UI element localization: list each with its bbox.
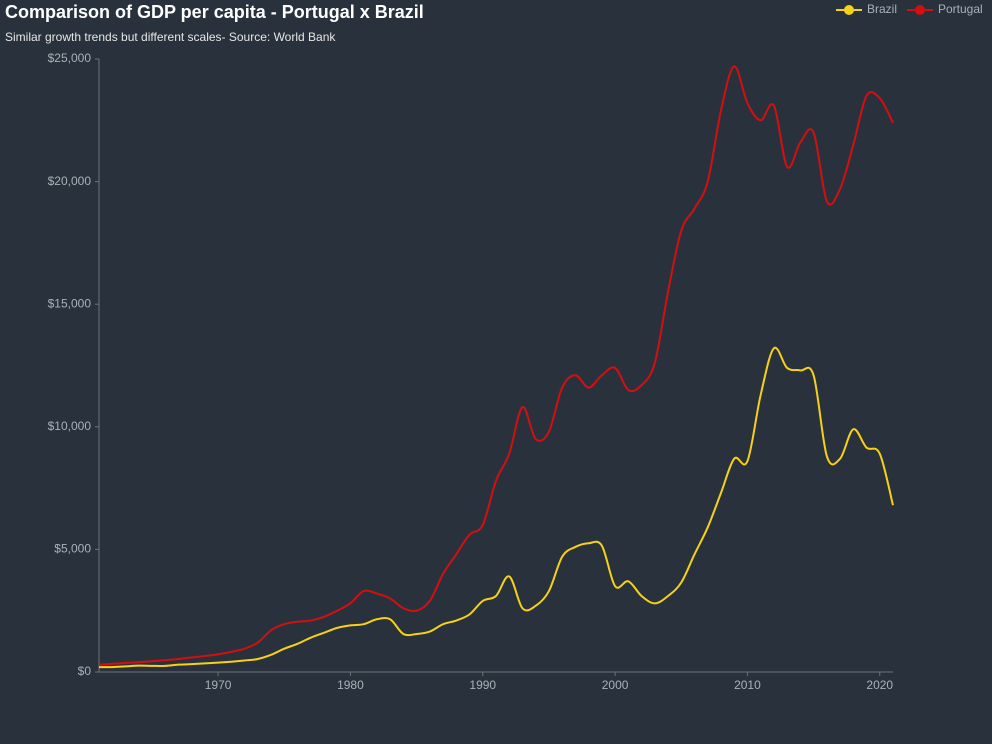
y-tick-label: $10,000	[48, 419, 92, 433]
y-tick-label: $0	[78, 664, 92, 678]
series-line	[98, 65, 894, 666]
x-tick-label: 1970	[205, 678, 232, 692]
legend-marker	[915, 5, 925, 15]
y-tick-label: $5,000	[54, 542, 91, 556]
legend-label: Brazil	[867, 2, 897, 16]
x-tick-label: 2020	[866, 678, 893, 692]
y-tick-label: $25,000	[48, 51, 92, 65]
chart-subtitle: Similar growth trends but different scal…	[5, 30, 336, 44]
x-tick-label: 2000	[602, 678, 629, 692]
chart-title: Comparison of GDP per capita - Portugal …	[5, 2, 424, 22]
y-tick-label: $20,000	[48, 174, 92, 188]
legend-marker	[844, 5, 854, 15]
legend-label: Portugal	[938, 2, 983, 16]
x-tick-label: 1990	[469, 678, 496, 692]
y-tick-label: $15,000	[48, 296, 92, 310]
series-line	[98, 346, 894, 669]
x-tick-label: 1980	[337, 678, 364, 692]
x-tick-label: 2010	[734, 678, 761, 692]
